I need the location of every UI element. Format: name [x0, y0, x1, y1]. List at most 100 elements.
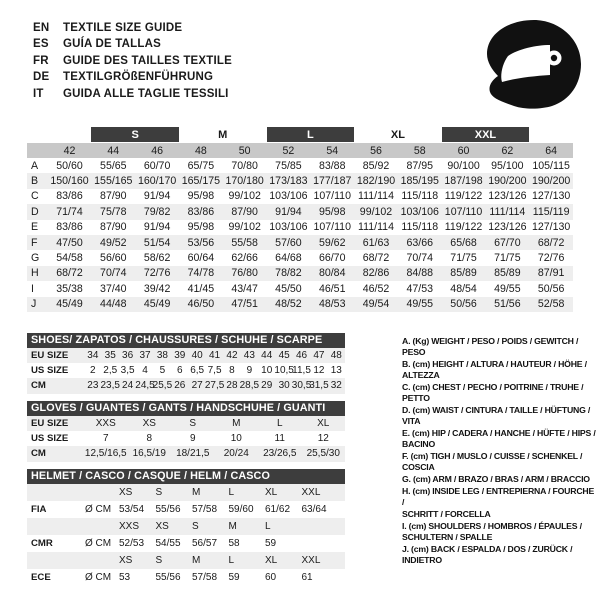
measurement-cell: 90/100	[447, 159, 480, 172]
measurement-cell: 103/106	[269, 221, 308, 234]
measurement-cell: 95/98	[318, 205, 346, 218]
measurement-cell: 61/63	[362, 236, 390, 249]
measurement-cell: 49/55	[494, 282, 521, 295]
numeric-size-row: 42 44 46 48 50 52 54 56 58 60 62 64	[27, 143, 573, 158]
size-band-xxl: XXL	[441, 127, 530, 142]
measurement-cell: 49/54	[362, 298, 390, 311]
size-cell: S	[189, 418, 197, 430]
size-cell: 28,5	[239, 380, 260, 392]
measurement-cell: 83/86	[56, 221, 83, 234]
measurement-cell: 37/40	[100, 282, 127, 295]
measurement-cell: 87/90	[100, 190, 127, 203]
title-block: EN TEXTILE SIZE GUIDE ES GUÍA DE TALLAS FR GU…	[33, 22, 232, 104]
helmet-measurement-cell: 56/57	[192, 538, 218, 549]
measurement-cell: 91/94	[143, 221, 171, 234]
size-cell: 24	[122, 380, 134, 392]
title-language-code: FR	[33, 54, 49, 67]
measurement-cell: 85/89	[494, 267, 521, 280]
measurement-cell: 115/119	[532, 205, 570, 218]
size-band-l: L	[266, 127, 355, 142]
size-band-empty	[529, 127, 573, 142]
legend-item: F. (cm) TIGH / MUSLO / CUISSE / SCHENKEL…	[402, 451, 583, 473]
size-cell: 7	[102, 433, 109, 445]
measurement-cell: 111/114	[358, 221, 394, 234]
size-cell: 12	[313, 365, 325, 377]
helmet-measurement-cell: 57/58	[192, 572, 218, 583]
size-band-s: S	[91, 127, 179, 142]
measurement-cell: 50/56	[450, 298, 477, 311]
size-cell: 48	[330, 350, 342, 362]
band-row-spacer	[27, 126, 48, 143]
measurement-cell: 76/80	[231, 267, 258, 280]
measurement-cell: 87/91	[537, 267, 565, 280]
helmet-measurement-cell: 55/56	[155, 572, 181, 583]
measurement-cell: 45/49	[143, 298, 171, 311]
gloves-table-body: EU SIZE XXS XS S M L XL US SIZE 7 8 9 10 11 12 CM 12,5/…	[27, 416, 345, 462]
size-cell: 4	[142, 365, 148, 377]
numeric-size-cell: 44	[107, 144, 120, 157]
size-cell: 32	[330, 380, 342, 392]
size-cell: 30,5	[291, 380, 312, 392]
helmet-size-label	[300, 521, 337, 532]
helmet-table-title: HELMET / CASCO / CASQUE / HELM / CASCO	[27, 469, 345, 484]
row-cells: 53 55/56 57/58 59 60 61	[117, 572, 336, 583]
helmet-size-label: L	[265, 521, 271, 532]
row-label: A	[31, 159, 39, 172]
measurement-cell: 99/102	[228, 221, 261, 234]
row-label: I	[31, 282, 34, 295]
helmet-size-label: S	[155, 555, 163, 566]
measurement-cell: 123/126	[488, 190, 527, 203]
table-row: CM 23 23,5 24 24,5 25,5 26 27 27,5 28 28,5 29 30 30,5…	[27, 378, 345, 394]
row-label: CM	[31, 380, 46, 392]
size-cell: 13	[330, 365, 342, 377]
measurement-cell: 160/170	[137, 175, 177, 188]
numeric-size-cell: 42	[63, 144, 76, 157]
legend-item: SCHULTERN / SPALLE	[402, 532, 493, 543]
size-row-spacer	[27, 143, 48, 158]
helmet-size-label: XL	[265, 555, 278, 566]
size-cell: 38	[156, 350, 168, 362]
numeric-size-cell: 54	[326, 144, 339, 157]
measurement-cell: 82/86	[362, 267, 390, 280]
table-row: I 35/38 37/40 39/42 41/45 43/47 45/50 46/51 46/5…	[27, 281, 573, 296]
size-cell: 41	[209, 350, 221, 362]
size-cell: 35	[104, 350, 116, 362]
helmet-size-label: XXS	[119, 521, 140, 532]
size-cell: 12	[317, 433, 329, 445]
measurement-cell: 48/54	[450, 282, 477, 295]
legend-item: C. (cm) CHEST / PECHO / POITRINE / TRUHE…	[402, 382, 584, 404]
measurement-cell: 51/54	[143, 236, 171, 249]
size-band-row: S M L XL XXL	[27, 126, 573, 143]
measurement-cell: 51/56	[494, 298, 521, 311]
helmet-measurement-cell: 59	[228, 572, 240, 583]
helmet-size-header-row: XS S M L XL XXL	[27, 552, 345, 569]
row-cells: 52/53 54/55 56/57 58 59	[117, 538, 336, 549]
row-cells: 2 2,5 3,5 4 5 6 6,5 7,5 8 9 10 10,5 11,5 12 13	[83, 365, 345, 376]
measurement-cell: 83/88	[318, 159, 346, 172]
measurement-legend: A. (Kg) WEIGHT / PESO / POIDS / GEWITCH …	[402, 336, 598, 567]
size-cell: 31,5	[309, 380, 329, 392]
row-label: D	[31, 205, 39, 218]
measurement-cell: 85/89	[450, 267, 477, 280]
measurement-cell: 49/55	[406, 298, 434, 311]
numeric-size-cell: 46	[151, 144, 163, 157]
racing-helmet-icon	[478, 18, 588, 114]
size-cell: 28	[226, 380, 238, 392]
measurement-cell: 70/74	[406, 252, 434, 265]
row-label: B	[31, 175, 39, 188]
measurement-cell: 185/195	[400, 175, 439, 188]
measurement-cell: 190/200	[488, 175, 527, 188]
measurement-cell: 123/126	[488, 221, 527, 234]
size-cell: 11,5	[292, 365, 311, 377]
title-language-code: IT	[33, 87, 44, 100]
measurement-cell: 87/90	[231, 205, 258, 218]
helmet-standard-label: CMR	[31, 538, 53, 549]
measurement-cell: 67/70	[494, 236, 521, 249]
measurement-cell: 87/90	[100, 221, 127, 234]
row-label: G	[31, 252, 40, 265]
measurement-cell: 41/45	[187, 282, 215, 295]
table-row: E 83/86 87/90 91/94 95/98 99/102 103/106 107/11…	[27, 220, 573, 235]
size-cell: 30	[278, 380, 290, 392]
helmet-measurement-cell: 63/64	[301, 504, 327, 515]
measurement-cell: 111/114	[489, 205, 526, 218]
